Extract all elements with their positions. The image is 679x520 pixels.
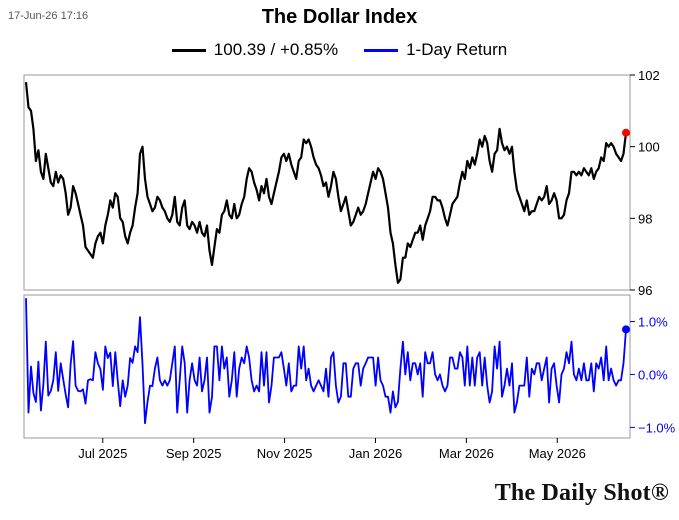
legend-label-price: 100.39 / +0.85% (213, 40, 339, 59)
price-panel: 96 98 100 102 (23, 68, 660, 298)
legend-entry-return: 1-Day Return (364, 40, 507, 60)
x-tick-label: Jan 2026 (349, 446, 403, 461)
x-tick-label: Nov 2025 (257, 446, 313, 461)
price-panel-frame (23, 74, 631, 291)
price-series-line (24, 82, 628, 284)
x-tick-label: Mar 2026 (439, 446, 494, 461)
legend-swatch-price (171, 48, 206, 52)
legend-entry-price: 100.39 / +0.85% (171, 40, 339, 60)
timestamp: 17-Jun-26 17:16 (8, 10, 89, 22)
chart-title: The Dollar Index (261, 6, 418, 28)
x-tick-label: Sep 2025 (166, 446, 222, 461)
price-y-tick-label: 98 (638, 211, 652, 226)
price-y-tick-label: 100 (638, 140, 660, 155)
return-panel-frame (23, 294, 631, 439)
return-y-tick-label: 0.0% (638, 367, 668, 382)
x-tick-label: May 2026 (529, 446, 586, 461)
legend-swatch-return (364, 48, 399, 52)
return-y-tick-label: 1.0% (638, 314, 668, 329)
legend: 100.39 / +0.85% 1-Day Return (0, 40, 679, 60)
return-panel: −1.0% 0.0% 1.0% (23, 294, 676, 439)
price-last-marker (622, 128, 630, 137)
return-series-line (25, 298, 627, 425)
price-y-tick-label: 96 (638, 283, 652, 298)
x-tick-label: Jul 2025 (78, 446, 127, 461)
return-y-tick-label: −1.0% (638, 420, 676, 435)
return-last-marker (622, 325, 630, 334)
legend-label-return: 1-Day Return (406, 40, 508, 59)
x-axis: Jul 2025 Sep 2025 Nov 2025 Jan 2026 Mar 2026… (78, 438, 586, 461)
price-y-tick-label: 102 (638, 68, 660, 83)
daily-shot-logo: The Daily Shot® (494, 480, 669, 506)
